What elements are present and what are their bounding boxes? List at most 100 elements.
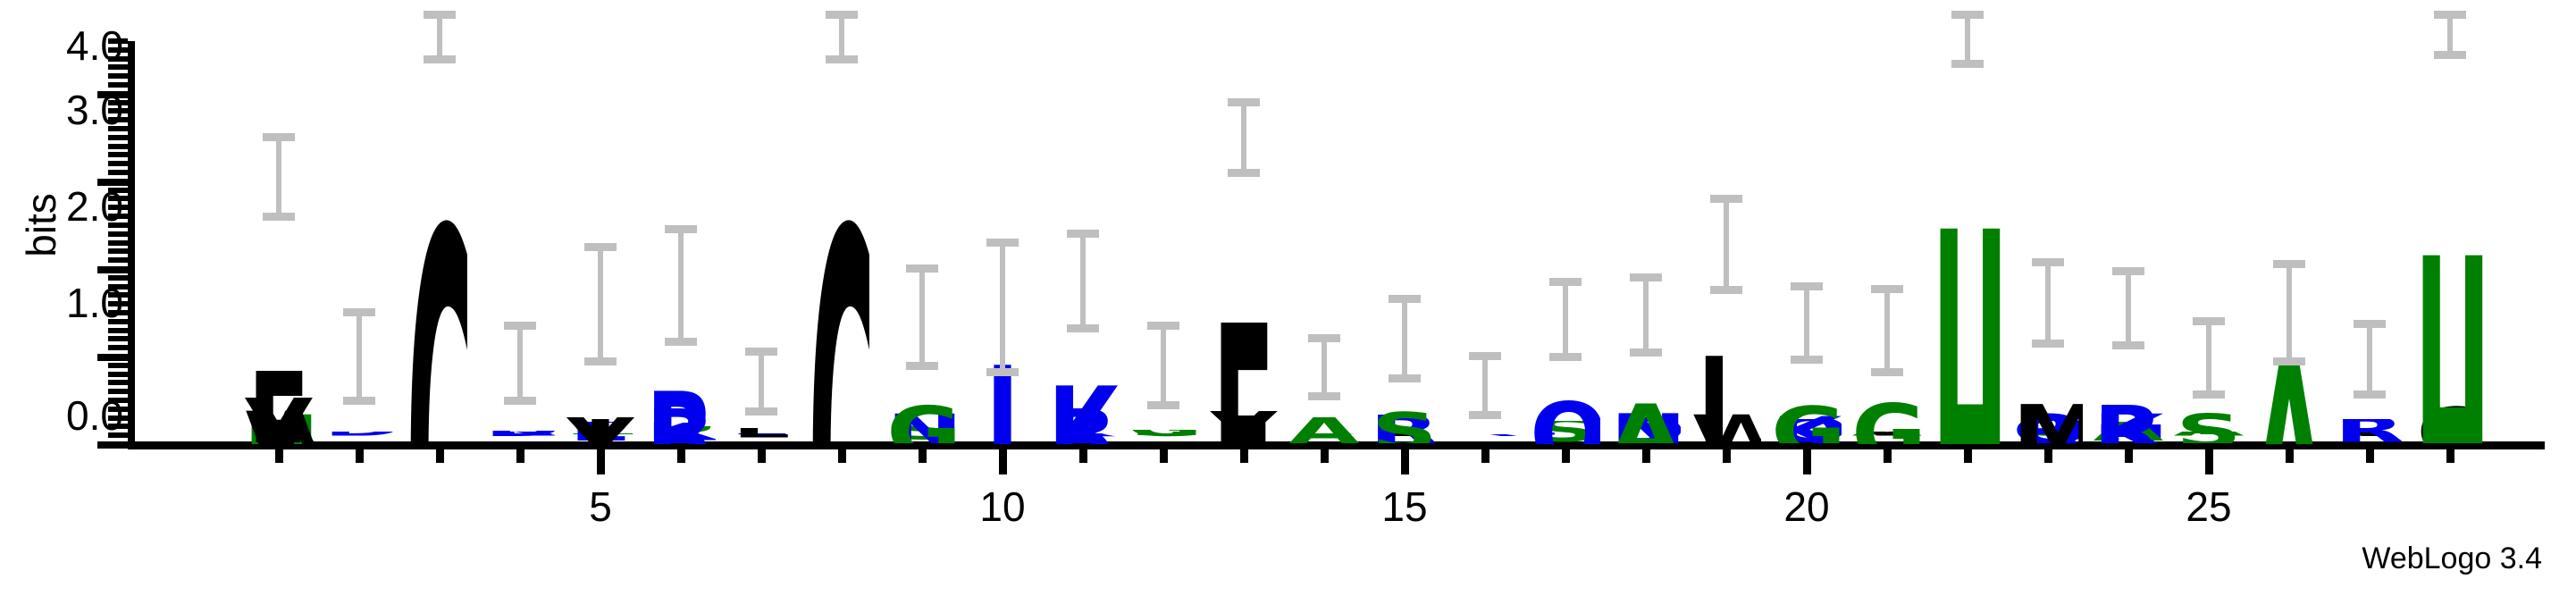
y-minor-tick — [108, 47, 128, 53]
y-major-tick — [97, 266, 128, 273]
logo-letter-k-p24: K — [2094, 410, 2163, 444]
y-minor-tick — [108, 328, 128, 333]
x-tick-label-10: 10 — [979, 483, 1026, 530]
logo-column-16: TSNKGQ — [1450, 0, 1520, 444]
y-minor-tick — [108, 275, 128, 281]
y-minor-tick — [108, 248, 128, 254]
logo-letter-l-p19: L — [1691, 279, 1761, 443]
logo-letter-g-p9: G — [887, 393, 957, 443]
logo-letter-k-p12: K — [1129, 435, 1198, 444]
logo-letter-f-p13: F — [1209, 203, 1279, 443]
x-major-tick — [1401, 449, 1409, 474]
y-minor-tick — [108, 100, 128, 105]
y-minor-tick — [108, 336, 128, 341]
error-bar-p23 — [2028, 258, 2068, 348]
logo-letter-q-p20: Q — [1772, 419, 1842, 443]
logo-column-21: KRSWAVG — [1852, 0, 1922, 444]
logo-letter-a-p25: A — [2174, 432, 2244, 444]
logo-letter-s-p21: S — [1852, 435, 1922, 444]
logo-letter-v-p21: V — [1852, 432, 1922, 444]
error-bar-p3 — [420, 11, 459, 63]
x-minor-tick — [1562, 449, 1570, 463]
logo-column-18: TGSDNA — [1611, 0, 1681, 444]
logo-letter-y-p2: Y — [324, 433, 394, 444]
x-minor-tick — [2366, 449, 2374, 463]
x-minor-tick — [1240, 449, 1248, 463]
logo-letter-r-p17: R — [1531, 434, 1600, 444]
y-minor-tick — [108, 372, 128, 377]
x-major-tick — [597, 449, 605, 474]
logo-letter-v-p5: V — [566, 417, 635, 444]
error-bar-p15 — [1385, 295, 1424, 382]
y-minor-tick — [108, 345, 128, 350]
y-minor-tick — [108, 73, 128, 79]
logo-letter-f-p1: F — [248, 335, 310, 443]
logo-column-3: C — [405, 0, 474, 444]
logo-letter-r-p23: R — [2013, 410, 2083, 444]
y-major-tick — [97, 354, 128, 361]
logo-letter-c-p8: C — [807, 0, 877, 443]
y-minor-tick — [108, 292, 128, 298]
logo-column-28: CH — [2415, 0, 2485, 444]
logo-letter-t-p25: T — [2174, 433, 2244, 444]
logo-letter-a-p18: A — [1611, 389, 1681, 443]
logo-letter-i-p5: I — [583, 419, 617, 444]
logo-letter-k-p6: K — [646, 423, 716, 444]
logo-letter-a-p21: A — [1852, 432, 1922, 444]
y-minor-tick — [108, 407, 128, 412]
y-minor-tick — [108, 108, 128, 113]
logo-letter-g-p16: G — [1450, 435, 1520, 444]
logo-letter-s-p12: S — [1129, 432, 1198, 444]
logo-letter-a-p14: A — [1289, 417, 1359, 444]
error-bar-p1 — [259, 133, 298, 221]
y-minor-tick — [108, 432, 128, 438]
y-minor-tick — [108, 389, 128, 394]
logo-letter-g-p14: G — [1289, 433, 1359, 444]
logo-letter-k-p4: K — [485, 432, 555, 444]
logo-column-27: KGEDVIR — [2335, 0, 2404, 444]
logo-letter-q-p23: Q — [2013, 417, 2083, 443]
logo-letter-a-p24: A — [2094, 422, 2163, 444]
logo-stack-area: HWYFSGTKRYEDCTASRKEDHVIEIVPKRRGSAVKELCTD… — [244, 0, 2485, 444]
x-minor-tick — [2044, 449, 2052, 463]
logo-column-5: HVIEIV — [566, 0, 635, 444]
error-bar-p9 — [902, 264, 942, 370]
logo-letter-t-p14: T — [1289, 435, 1359, 444]
logo-letter-g-p20: G — [1772, 395, 1842, 443]
error-bar-p2 — [340, 308, 379, 405]
logo-letter-g-p12: G — [1129, 430, 1198, 444]
x-minor-tick — [1160, 449, 1168, 463]
y-major-tick — [97, 179, 128, 186]
error-bar-p25 — [2189, 317, 2228, 399]
error-bar-p16 — [1465, 352, 1505, 419]
y-minor-tick — [108, 188, 128, 193]
logo-column-1: HWYF — [244, 0, 314, 444]
logo-letter-d-p18: D — [1611, 417, 1681, 444]
x-minor-tick — [2286, 449, 2294, 463]
error-bar-p28 — [2430, 11, 2470, 59]
logo-letter-r-p2: R — [324, 435, 394, 444]
logo-column-23: LKVAGQRM — [2013, 0, 2083, 444]
error-bar-p4 — [500, 322, 540, 405]
x-minor-tick — [275, 449, 283, 463]
y-minor-tick — [108, 380, 128, 385]
logo-letter-r-p27: R — [2335, 419, 2404, 444]
logo-letter-s-p11: S — [1048, 435, 1118, 444]
logo-letter-r-p11: R — [1048, 399, 1118, 444]
y-minor-tick — [108, 231, 128, 237]
logo-letter-r-p4: R — [485, 433, 555, 444]
x-minor-tick — [516, 449, 524, 463]
x-minor-tick — [1723, 449, 1731, 463]
x-axis-line — [128, 441, 2545, 449]
logo-column-26: A — [2254, 0, 2324, 444]
logo-letter-h-p22: H — [1933, 0, 2002, 443]
logo-letter-p-p6: P — [647, 426, 715, 444]
x-minor-tick — [1481, 449, 1489, 463]
logo-letter-d-p27: D — [2335, 435, 2404, 444]
x-major-tick — [999, 449, 1007, 474]
logo-letter-h-p1: H — [244, 411, 314, 444]
error-bar-p26 — [2270, 260, 2309, 365]
logo-letter-e-p4: E — [485, 432, 555, 444]
x-minor-tick — [1884, 449, 1892, 463]
